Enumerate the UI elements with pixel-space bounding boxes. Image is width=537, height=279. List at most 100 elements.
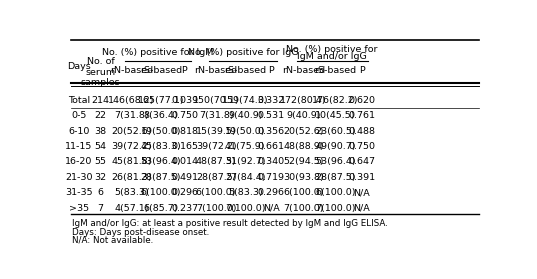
Text: 15(39.5): 15(39.5) [196, 126, 236, 136]
Text: P: P [182, 66, 187, 74]
Text: 4(57.1): 4(57.1) [114, 204, 149, 213]
Text: 7(100.0): 7(100.0) [315, 204, 356, 213]
Text: IgM and/or IgG: at least a positive result detected by IgM and IgG ELISA.: IgM and/or IgG: at least a positive resu… [72, 219, 388, 228]
Text: 10(45.5): 10(45.5) [315, 111, 356, 120]
Text: 22: 22 [95, 111, 106, 120]
Text: 0.491: 0.491 [171, 173, 198, 182]
Text: 0.531: 0.531 [257, 111, 285, 120]
Text: 150(70.1): 150(70.1) [193, 96, 240, 105]
Text: No. (%) positive for: No. (%) positive for [286, 45, 378, 54]
Text: 7(31.8): 7(31.8) [199, 111, 234, 120]
Text: 6(100.0): 6(100.0) [141, 188, 181, 197]
Text: 55: 55 [95, 157, 106, 167]
Text: 0.356: 0.356 [257, 126, 285, 136]
Text: P: P [359, 66, 365, 74]
Text: 41(75.9): 41(75.9) [225, 142, 265, 151]
Text: 0.488: 0.488 [349, 126, 375, 136]
Text: 0.647: 0.647 [349, 157, 375, 167]
Text: 6(85.7): 6(85.7) [143, 204, 178, 213]
Text: 51(92.7): 51(92.7) [225, 157, 265, 167]
Text: Total: Total [68, 96, 90, 105]
Text: 7(100.0): 7(100.0) [196, 204, 236, 213]
Text: 48(87.3): 48(87.3) [196, 157, 236, 167]
Text: N/A: N/A [263, 204, 279, 213]
Text: 54: 54 [95, 142, 106, 151]
Text: 5(83.3): 5(83.3) [228, 188, 263, 197]
Text: rS-based: rS-based [224, 66, 266, 74]
Text: rN-based: rN-based [194, 66, 238, 74]
Text: 49(90.7): 49(90.7) [315, 142, 356, 151]
Text: 7(100.0): 7(100.0) [283, 204, 324, 213]
Text: 8(36.4): 8(36.4) [143, 111, 178, 120]
Text: 52(94.5): 52(94.5) [283, 157, 324, 167]
Text: 7(100.0): 7(100.0) [225, 204, 265, 213]
Text: 0.332: 0.332 [257, 96, 285, 105]
Text: 0.661: 0.661 [258, 142, 285, 151]
Text: 48(88.9): 48(88.9) [283, 142, 324, 151]
Text: 0.296: 0.296 [171, 188, 198, 197]
Text: 0.391: 0.391 [348, 173, 375, 182]
Text: 5(83.3): 5(83.3) [114, 188, 149, 197]
Text: No. (%) positive for IgM: No. (%) positive for IgM [102, 48, 214, 57]
Text: 53(96.4): 53(96.4) [141, 157, 181, 167]
Text: IgM and/or IgG: IgM and/or IgG [297, 52, 367, 61]
Text: 27(84.4): 27(84.4) [225, 173, 265, 182]
Text: N/A: Not available.: N/A: Not available. [72, 236, 154, 245]
Text: 0.014: 0.014 [171, 157, 198, 167]
Text: 23(60.5): 23(60.5) [315, 126, 356, 136]
Text: 176(82.2): 176(82.2) [313, 96, 359, 105]
Text: 31-35: 31-35 [65, 188, 92, 197]
Text: 28(87.5): 28(87.5) [196, 173, 236, 182]
Text: 26(81.3): 26(81.3) [111, 173, 152, 182]
Text: 0.761: 0.761 [349, 111, 375, 120]
Text: 7: 7 [97, 204, 104, 213]
Text: 0.750: 0.750 [349, 142, 375, 151]
Text: N/A: N/A [353, 204, 370, 213]
Text: 0.719: 0.719 [258, 173, 285, 182]
Text: 11-15: 11-15 [65, 142, 92, 151]
Text: P: P [268, 66, 274, 74]
Text: 9(40.9): 9(40.9) [286, 111, 321, 120]
Text: 0.750: 0.750 [171, 111, 198, 120]
Text: 30(93.8): 30(93.8) [283, 173, 324, 182]
Text: 0.620: 0.620 [349, 96, 375, 105]
Text: No. of
serum
samples: No. of serum samples [81, 57, 120, 87]
Text: Days: Days [67, 62, 91, 71]
Text: 16-20: 16-20 [65, 157, 92, 167]
Text: 39(72.2): 39(72.2) [111, 142, 152, 151]
Text: 172(80.4): 172(80.4) [280, 96, 326, 105]
Text: 6-10: 6-10 [68, 126, 90, 136]
Text: Days: Days post-disease onset.: Days: Days post-disease onset. [72, 228, 209, 237]
Text: 20(52.6): 20(52.6) [111, 126, 152, 136]
Text: 7(31.8): 7(31.8) [114, 111, 149, 120]
Text: N/A: N/A [353, 188, 370, 197]
Text: rS-based: rS-based [140, 66, 182, 74]
Text: 0-5: 0-5 [71, 111, 86, 120]
Text: rS-based: rS-based [315, 66, 357, 74]
Text: 6(100.0): 6(100.0) [196, 188, 236, 197]
Text: 6(100.0): 6(100.0) [283, 188, 324, 197]
Text: 159(74.3): 159(74.3) [222, 96, 268, 105]
Text: 6: 6 [97, 188, 104, 197]
Text: 19(50.0): 19(50.0) [141, 126, 181, 136]
Text: 9(40.9): 9(40.9) [228, 111, 263, 120]
Text: 0.296: 0.296 [258, 188, 285, 197]
Text: 20(52.6): 20(52.6) [283, 126, 324, 136]
Text: >35: >35 [69, 204, 89, 213]
Text: 146(68.2): 146(68.2) [108, 96, 155, 105]
Text: No. (%) positive for IgG: No. (%) positive for IgG [188, 48, 299, 57]
Text: 0.039: 0.039 [171, 96, 198, 105]
Text: rN-based: rN-based [110, 66, 153, 74]
Text: 165(77.1): 165(77.1) [137, 96, 184, 105]
Text: 32: 32 [95, 173, 106, 182]
Text: 45(81.8): 45(81.8) [111, 157, 152, 167]
Text: 0.165: 0.165 [171, 142, 198, 151]
Text: 53(96.4): 53(96.4) [315, 157, 356, 167]
Text: 0.818: 0.818 [171, 126, 198, 136]
Text: 38: 38 [95, 126, 106, 136]
Text: 0.340: 0.340 [257, 157, 285, 167]
Text: 214: 214 [91, 96, 110, 105]
Text: 6(100.0): 6(100.0) [315, 188, 356, 197]
Text: rN-based: rN-based [282, 66, 325, 74]
Text: 19(50.0): 19(50.0) [225, 126, 265, 136]
